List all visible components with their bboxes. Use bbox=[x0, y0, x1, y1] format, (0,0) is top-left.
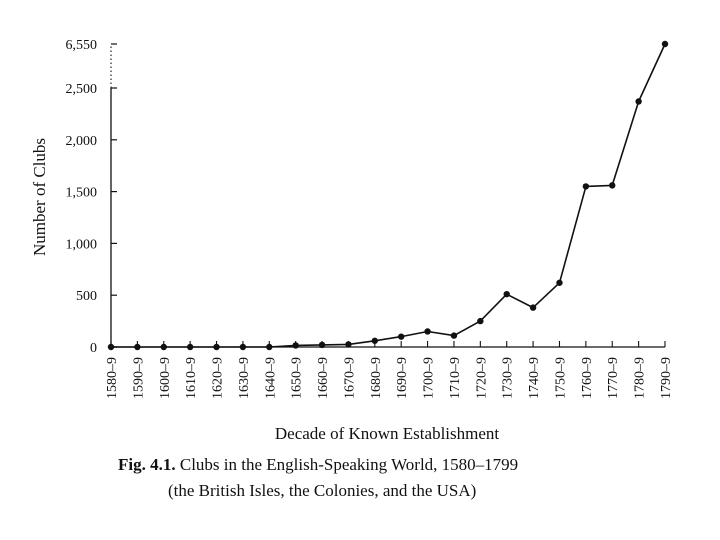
data-point bbox=[661, 40, 669, 48]
data-point bbox=[609, 182, 616, 189]
series-line bbox=[111, 43, 666, 348]
x-tick-label: 1670–9 bbox=[342, 357, 357, 399]
x-tick-label: 1630–9 bbox=[237, 357, 252, 399]
x-tick-label: 1690–9 bbox=[395, 357, 410, 399]
y-tick-label: 2,500 bbox=[66, 82, 98, 97]
data-point bbox=[266, 343, 273, 351]
x-tick-label: 1790–9 bbox=[659, 357, 674, 399]
y-tick-label: 0 bbox=[90, 341, 97, 356]
data-point bbox=[582, 183, 590, 190]
data-point bbox=[397, 333, 405, 340]
data-point bbox=[345, 341, 352, 348]
y-tick-label: 2,000 bbox=[66, 134, 98, 149]
data-point bbox=[424, 328, 431, 335]
data-point bbox=[503, 290, 510, 298]
y-tick-label: 1,000 bbox=[66, 237, 98, 252]
x-tick-label: 1660–9 bbox=[316, 357, 331, 399]
data-point bbox=[134, 343, 141, 351]
figure-title: Clubs in the English-Speaking World, 158… bbox=[179, 455, 519, 474]
data-point bbox=[371, 337, 379, 344]
x-tick-label: 1730–9 bbox=[501, 357, 516, 399]
x-tick-label: 1580–9 bbox=[105, 357, 120, 399]
x-tick-label: 1700–9 bbox=[422, 357, 437, 399]
data-point bbox=[529, 304, 537, 311]
data-point bbox=[635, 98, 642, 105]
data-point bbox=[239, 343, 247, 351]
x-tick-label: 1770–9 bbox=[606, 357, 621, 399]
data-point bbox=[556, 279, 563, 286]
x-tick-label: 1650–9 bbox=[290, 357, 305, 399]
x-tick-label: 1620–9 bbox=[211, 357, 226, 399]
x-tick-label: 1600–9 bbox=[158, 357, 173, 399]
figure-number: Fig. 4.1. bbox=[118, 455, 176, 474]
y-axis-ticks: 0 500 1,000 1,500 2,000 2,500 6,550 bbox=[66, 38, 117, 356]
x-tick-label: 1780–9 bbox=[633, 357, 648, 399]
data-series bbox=[107, 40, 669, 351]
axes bbox=[110, 44, 665, 348]
x-tick-label: 1640–9 bbox=[263, 357, 278, 399]
x-tick-label: 1610–9 bbox=[184, 357, 199, 399]
y-tick-label: 1,500 bbox=[66, 186, 98, 201]
y-tick-label: 6,550 bbox=[66, 38, 98, 53]
data-point bbox=[318, 341, 326, 349]
y-tick-label: 500 bbox=[76, 289, 97, 304]
x-tick-label: 1680–9 bbox=[369, 357, 384, 399]
x-axis-title: Decade of Known Establishment bbox=[275, 424, 500, 443]
x-tick-label: 1740–9 bbox=[527, 357, 542, 399]
y-axis-title: Number of Clubs bbox=[30, 138, 49, 256]
x-tick-label: 1710–9 bbox=[448, 357, 463, 399]
data-point bbox=[292, 342, 299, 349]
data-point bbox=[107, 343, 115, 351]
x-tick-label: 1720–9 bbox=[474, 357, 489, 399]
data-point bbox=[160, 343, 167, 351]
data-point bbox=[213, 343, 220, 351]
data-point bbox=[477, 317, 484, 325]
data-point bbox=[450, 332, 458, 339]
figure-subtitle: (the British Isles, the Colonies, and th… bbox=[168, 481, 477, 500]
figure-caption: Fig. 4.1. Clubs in the English-Speaking … bbox=[118, 455, 518, 475]
x-tick-label: 1760–9 bbox=[580, 357, 595, 399]
x-tick-label: 1590–9 bbox=[131, 357, 146, 399]
x-tick-label: 1750–9 bbox=[553, 357, 568, 399]
x-axis-ticks: 1580–9 1590–9 1600–9 1610–9 1620–9 1630–9 1640… bbox=[105, 341, 674, 399]
data-point bbox=[186, 343, 194, 351]
